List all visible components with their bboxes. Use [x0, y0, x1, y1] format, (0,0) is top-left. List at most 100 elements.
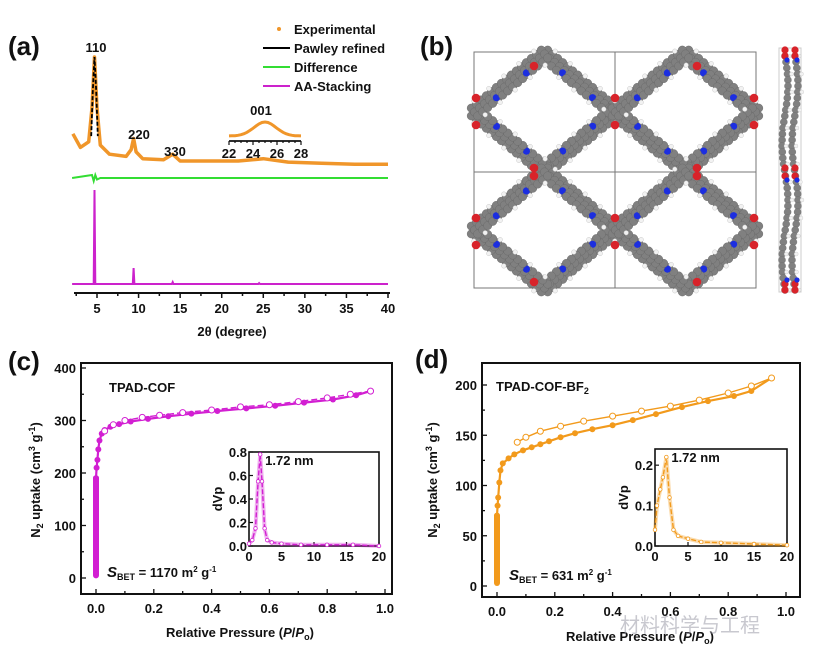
adsorption-point — [329, 396, 336, 403]
x-tick-label: 0.8 — [318, 601, 336, 616]
atoms — [466, 45, 764, 297]
desorption-point — [208, 406, 216, 414]
adsorption-point — [678, 404, 685, 411]
hydrogen-atom — [512, 249, 518, 255]
pore-size-point — [654, 503, 660, 508]
adsorption-point — [496, 479, 503, 486]
hydrogen-atom — [794, 269, 799, 275]
nitrogen-atom — [794, 277, 800, 283]
hydrogen-atom — [668, 192, 674, 198]
pore-size-curve — [248, 454, 380, 547]
x-tick-label: 15 — [173, 301, 187, 316]
hydrogen-atom — [708, 179, 714, 185]
hydrogen-atom — [683, 180, 689, 186]
pore-size-point — [671, 527, 676, 533]
hydrogen-atom — [571, 249, 577, 255]
nitrogen-atom — [663, 69, 672, 77]
hydrogen-atom — [638, 99, 644, 105]
hydrogen-atom — [582, 191, 588, 197]
hydrogen-atom — [657, 61, 663, 67]
hydrogen-atom — [672, 288, 678, 294]
hydrogen-atom — [482, 230, 488, 236]
y-tick-label: 400 — [54, 361, 76, 376]
side-cell-frame — [778, 47, 802, 293]
hydrogen-atom — [586, 99, 592, 105]
legend-label: Pawley refined — [294, 41, 385, 56]
y-tick-label: 300 — [54, 414, 76, 429]
x-tick-label: 1.0 — [376, 601, 394, 616]
hydrogen-atom — [597, 85, 603, 91]
hydrogen-atom — [567, 179, 573, 185]
oxygen-atom — [529, 163, 539, 173]
nitrogen-atom — [559, 147, 567, 155]
x-axis-label: Relative Pressure (P/Po) — [566, 629, 714, 646]
adsorption-point — [494, 512, 500, 519]
inset-pore-size: 0 5 10 15 20 0.0 0.2 0.4 0.6 0.8 1.72 nm dVp — [210, 445, 386, 564]
hydrogen-atom — [567, 61, 573, 67]
x-tick-label: 35 — [339, 301, 353, 316]
hydrogen-atom — [542, 180, 548, 186]
inset-x-tick-label: 20 — [372, 549, 386, 564]
y-axis-label: N2 uptake (cm3 g-1) — [27, 422, 45, 538]
hydrogen-atom — [567, 157, 573, 163]
pore-size-point — [257, 452, 263, 457]
hydrogen-atom — [742, 106, 748, 112]
hydrogen-atom — [799, 197, 805, 203]
oxygen-atom — [529, 277, 539, 287]
hydrogen-atom — [552, 166, 558, 172]
oxygen-atom — [471, 240, 481, 250]
nitrogen-atom — [522, 69, 531, 77]
inset-y-tick-label: 0.2 — [229, 516, 247, 531]
oxygen-atom — [610, 93, 620, 103]
adsorption-point — [93, 475, 99, 482]
hydrogen-atom — [708, 275, 714, 281]
nitrogen-atom — [700, 147, 708, 155]
y-tick-label: 0 — [470, 579, 477, 594]
hydrogen-atom — [516, 275, 522, 281]
hydrogen-atom — [797, 107, 802, 113]
watermark: 材料科学与工程 — [620, 613, 760, 637]
hydrogen-atom — [738, 203, 744, 209]
x-tick-label: 30 — [298, 301, 312, 316]
nitrogen-atom — [589, 122, 597, 130]
hydrogen-atom — [516, 157, 522, 163]
inset-x-tick-label: 20 — [780, 549, 794, 564]
x-tick-label: 0.6 — [260, 601, 278, 616]
pore-size-point — [718, 540, 724, 545]
nitrogen-atom — [633, 94, 642, 102]
x-tick-label: 0.6 — [661, 604, 679, 619]
inset-x-tick-label: 10 — [307, 549, 321, 564]
hydrogen-atom — [501, 73, 507, 79]
hydrogen-atom — [668, 143, 674, 149]
hydrogen-atom — [786, 233, 791, 239]
x-tick-label: 1.0 — [777, 604, 795, 619]
carbon-atom — [543, 171, 553, 181]
hydrogen-atom — [693, 288, 699, 294]
desorption-point — [536, 427, 544, 435]
hydrogen-atom — [723, 73, 729, 79]
y-tick-label: 200 — [54, 466, 76, 481]
hydrogen-atom — [723, 263, 729, 269]
desorption-curve — [104, 390, 371, 432]
y-tick-label: 100 — [54, 519, 76, 534]
oxygen-atom — [529, 61, 539, 71]
hydrogen-atom — [697, 192, 703, 198]
inset-y-tick-label: 0.2 — [635, 458, 653, 473]
hydrogen-atom — [638, 217, 644, 223]
oxygen-atom — [471, 93, 481, 103]
hydrogen-atom — [627, 203, 633, 209]
pore-size-point — [279, 541, 284, 546]
legend-label: Difference — [294, 60, 358, 75]
pore-size-point — [784, 542, 790, 548]
hydrogen-atom — [799, 89, 804, 95]
hydrogen-atom — [799, 71, 804, 77]
nitrogen-atom — [700, 265, 708, 273]
hydrogen-atom — [723, 145, 729, 151]
hydrogen-atom — [627, 85, 633, 91]
adsorption-point — [730, 393, 737, 400]
adsorption-point — [572, 430, 579, 437]
hydrogen-atom — [501, 263, 507, 269]
hydrogen-atom — [738, 132, 744, 138]
pore-size-point — [685, 536, 691, 541]
pore-size-point — [324, 542, 330, 548]
